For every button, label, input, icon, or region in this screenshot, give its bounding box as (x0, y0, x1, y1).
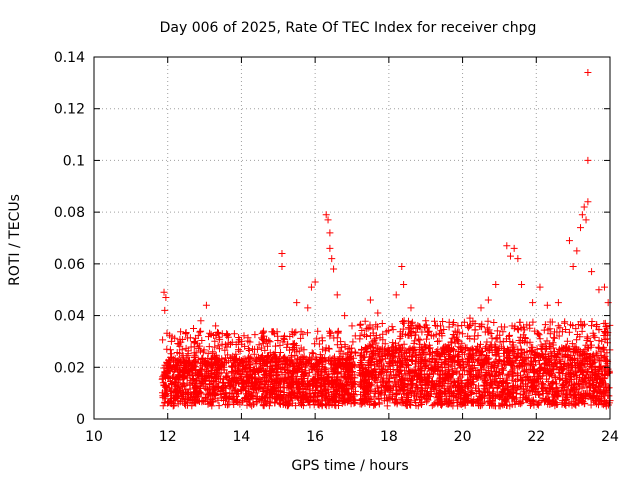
data-point (197, 317, 205, 325)
y-axis-label: ROTI / TECUs (7, 194, 23, 286)
y-tick-label: 0.14 (54, 50, 85, 66)
data-point (326, 244, 334, 252)
y-tick-label: 0.12 (54, 102, 85, 118)
x-tick-label: 22 (527, 429, 545, 445)
y-tick-label: 0.08 (54, 205, 85, 221)
data-point (293, 299, 301, 307)
data-point (161, 306, 169, 314)
data-points (158, 69, 614, 410)
data-point (175, 340, 183, 348)
data-point (582, 216, 590, 224)
data-point (392, 291, 400, 299)
data-point (436, 322, 444, 330)
x-tick-label: 20 (454, 429, 472, 445)
y-tick-label: 0.02 (54, 360, 85, 376)
data-point (407, 304, 415, 312)
data-point (190, 325, 198, 332)
y-tick-label: 0.06 (54, 257, 85, 273)
data-point (212, 322, 220, 330)
data-point (577, 224, 585, 232)
data-point (366, 296, 374, 304)
data-point (202, 301, 210, 309)
data-point (484, 296, 492, 304)
data-point (569, 262, 577, 270)
data-point (503, 242, 511, 250)
data-point (543, 301, 551, 309)
data-point (400, 281, 408, 289)
data-point (595, 286, 603, 294)
data-point (466, 314, 474, 322)
data-point (271, 330, 279, 338)
plot-frame (93, 56, 611, 420)
data-point (304, 304, 312, 312)
y-tick-label: 0.1 (63, 153, 85, 169)
data-point (237, 337, 245, 345)
data-point (167, 337, 175, 345)
data-point (554, 299, 562, 307)
data-point (529, 299, 537, 307)
data-point (600, 283, 608, 291)
data-point (328, 255, 336, 263)
x-tick-label: 24 (601, 429, 619, 445)
data-point (398, 262, 406, 270)
tick-labels: 10 12 14 16 18 20 22 24 0 0.02 0.04 0.06 0.08 0.1 0.12… (54, 50, 619, 445)
x-tick-label: 16 (306, 429, 324, 445)
data-point (588, 268, 596, 276)
data-point (584, 198, 592, 206)
y-tick-label: 0 (76, 412, 85, 428)
data-point (322, 211, 330, 219)
data-point (324, 216, 332, 224)
data-point (374, 309, 382, 317)
y-tick-label: 0.04 (54, 309, 85, 325)
data-point (518, 281, 526, 289)
data-point (580, 203, 588, 211)
axes (93, 56, 611, 420)
data-point (477, 304, 485, 312)
x-tick-label: 18 (380, 429, 398, 445)
data-point (584, 156, 592, 164)
data-point (573, 247, 581, 255)
data-point (510, 244, 518, 252)
chart-title: Day 006 of 2025, Rate Of TEC Index for r… (160, 20, 537, 36)
grid-lines (94, 57, 610, 419)
data-point (578, 211, 586, 219)
data-point (307, 283, 315, 291)
data-point (162, 293, 170, 301)
data-point (422, 317, 430, 325)
data-point (223, 330, 231, 338)
data-point (248, 345, 256, 353)
x-tick-label: 12 (159, 429, 177, 445)
data-point (565, 237, 573, 245)
data-point (311, 278, 319, 286)
data-point (348, 322, 356, 330)
x-axis-label: GPS time / hours (291, 458, 408, 474)
data-point (333, 291, 341, 299)
data-point (451, 327, 459, 335)
data-point (492, 281, 500, 289)
data-point (536, 283, 544, 291)
data-point-cloud (158, 317, 614, 410)
x-tick-label: 14 (233, 429, 251, 445)
data-point (514, 255, 522, 263)
data-point (260, 327, 268, 335)
data-point (341, 312, 349, 320)
data-point (584, 69, 592, 77)
data-point (278, 250, 286, 258)
data-point (506, 252, 514, 260)
data-point (326, 229, 334, 237)
data-point (330, 265, 338, 273)
data-point (160, 288, 168, 296)
data-point (278, 262, 286, 270)
x-tick-label: 10 (85, 429, 103, 445)
